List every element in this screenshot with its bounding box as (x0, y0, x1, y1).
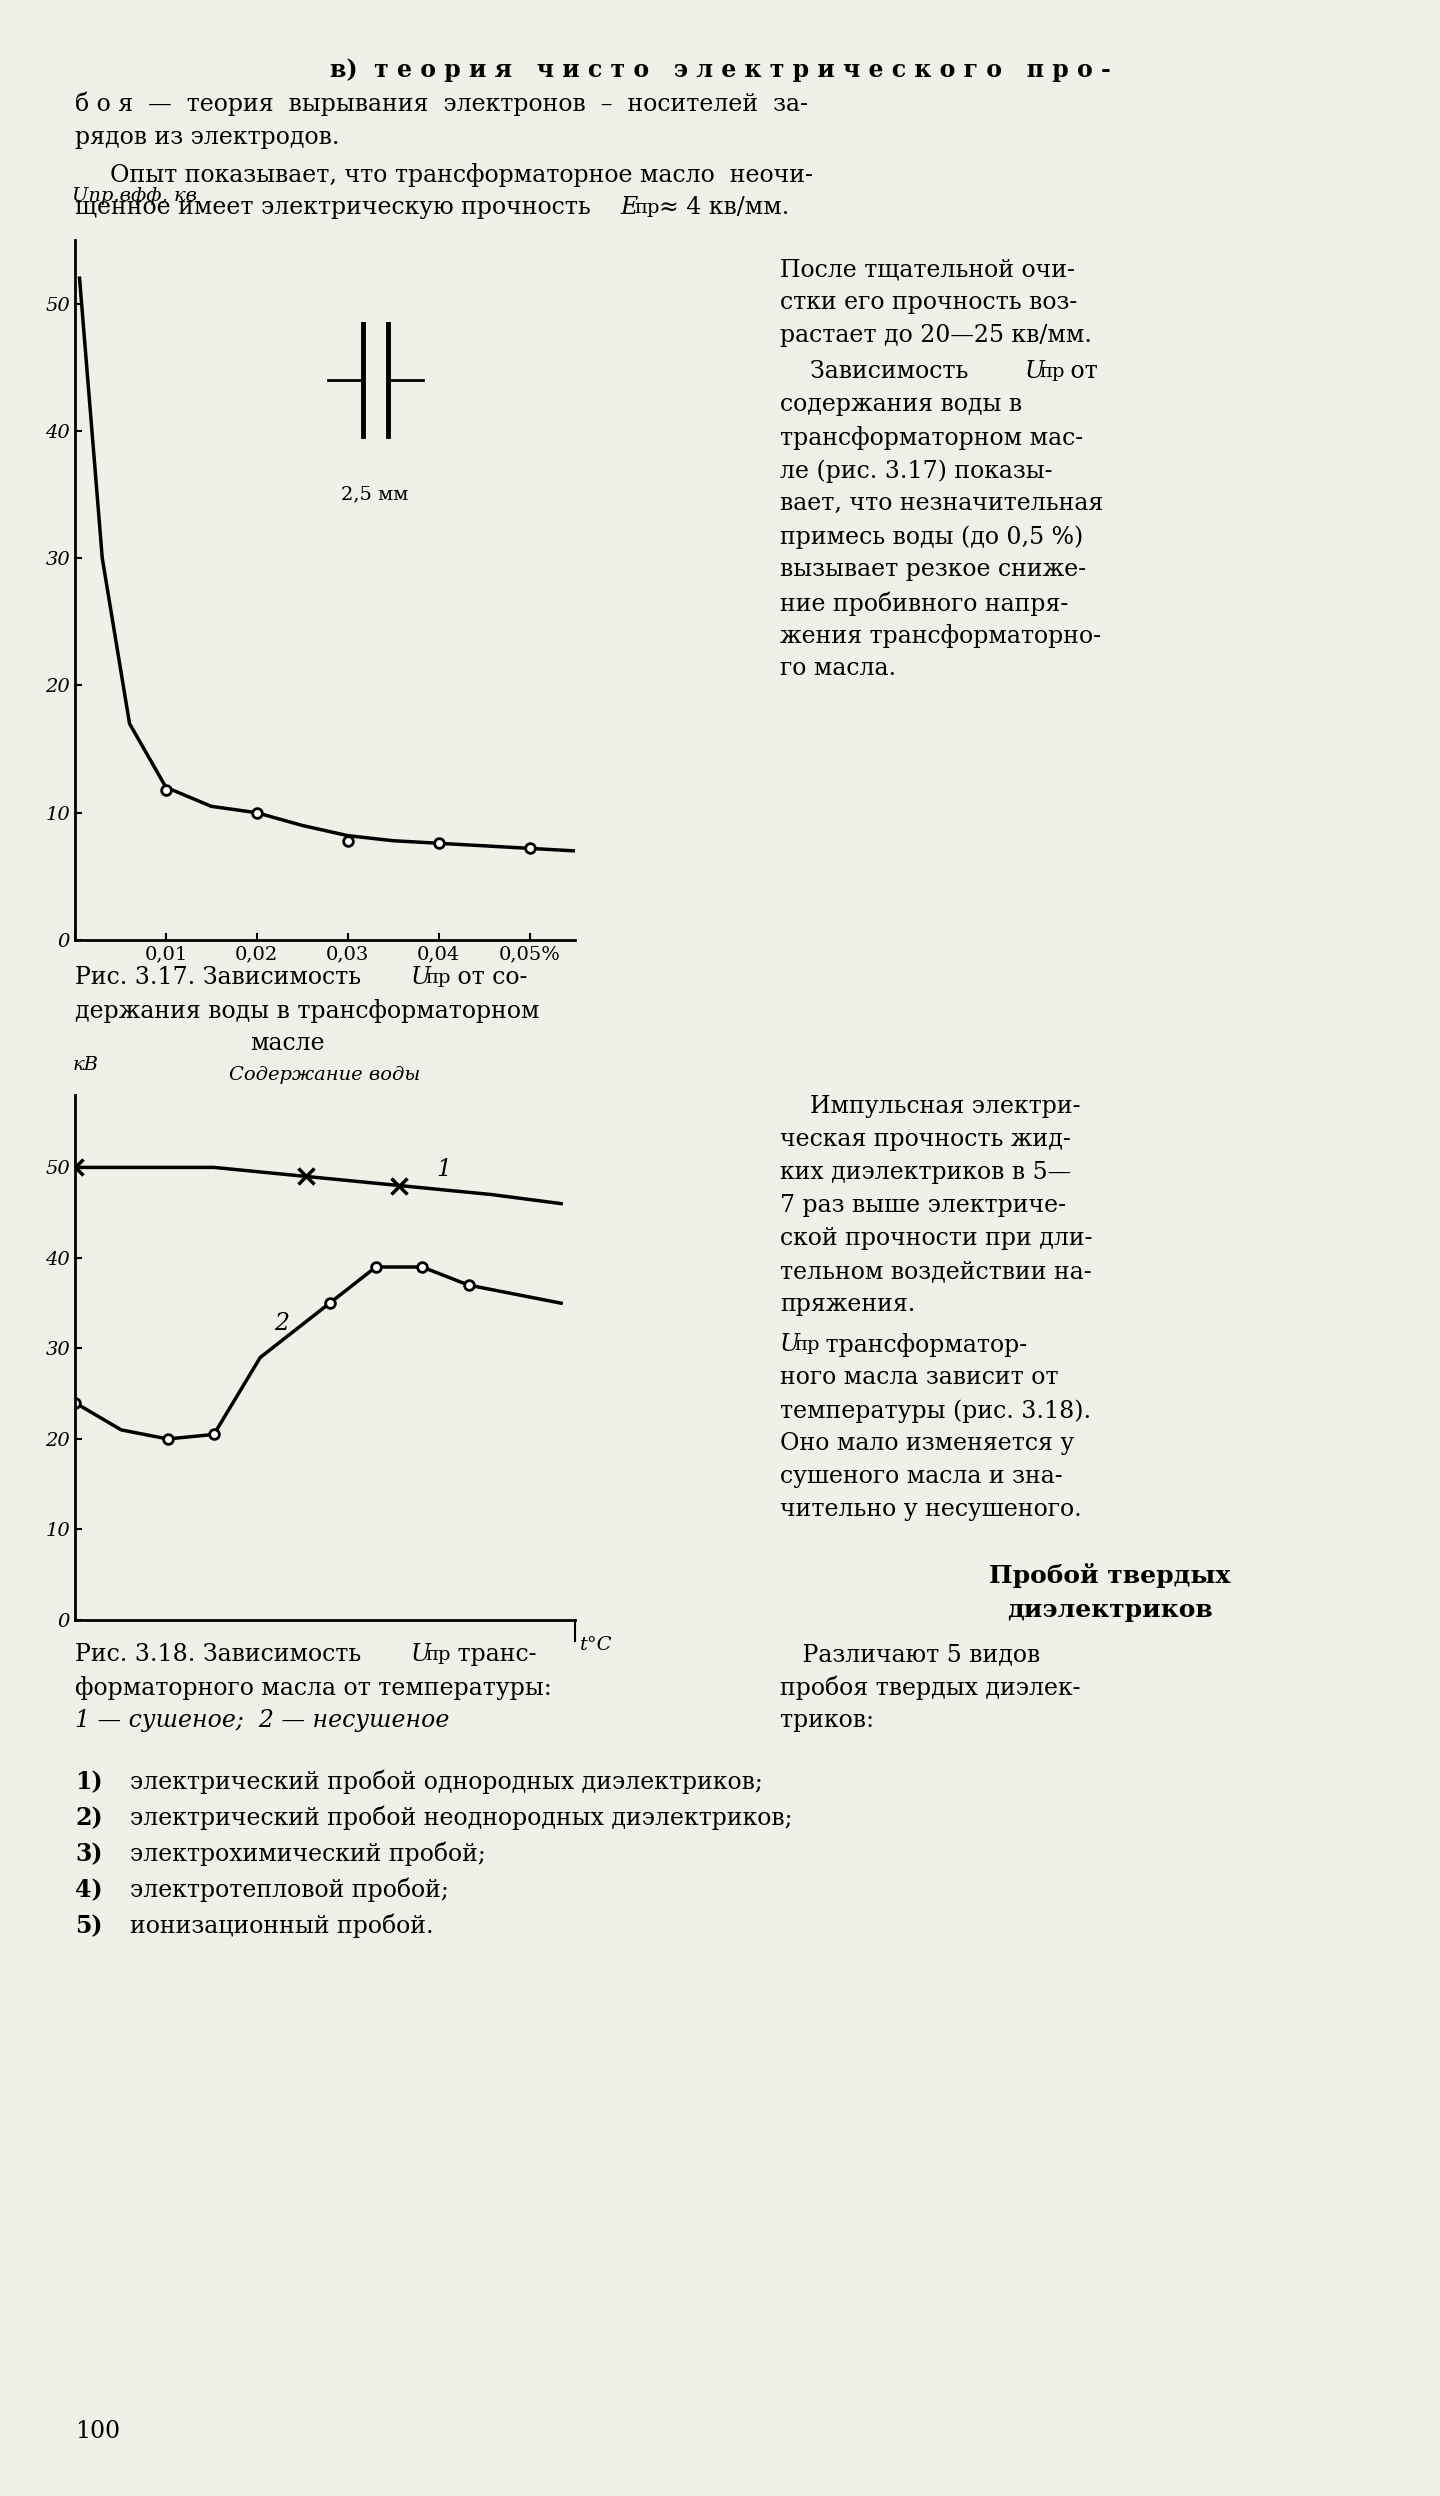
Text: содержания воды в: содержания воды в (780, 392, 1022, 417)
Text: 4): 4) (75, 1877, 102, 1902)
Text: б о я  —  теория  вырывания  электронов  –  носителей  за-: б о я — теория вырывания электронов – но… (75, 92, 808, 117)
Text: пр: пр (425, 968, 451, 986)
Text: ≈ 4 кв/мм.: ≈ 4 кв/мм. (660, 197, 789, 220)
Text: растает до 20—25 кв/мм.: растает до 20—25 кв/мм. (780, 324, 1092, 347)
Text: электротепловой пробой;: электротепловой пробой; (130, 1877, 449, 1902)
Text: сушеного масла и зна-: сушеного масла и зна- (780, 1465, 1063, 1488)
Text: тельном воздействии на-: тельном воздействии на- (780, 1260, 1092, 1283)
Text: стки его прочность воз-: стки его прочность воз- (780, 292, 1077, 314)
Text: Пробой твердых: Пробой твердых (989, 1562, 1231, 1587)
Text: E: E (621, 197, 638, 220)
Text: 1): 1) (75, 1770, 102, 1795)
Text: Содержание воды: Содержание воды (229, 1066, 420, 1083)
Text: щенное имеет электрическую прочность: щенное имеет электрическую прочность (75, 197, 598, 220)
Text: U: U (1025, 359, 1045, 382)
Text: пряжения.: пряжения. (780, 1293, 916, 1315)
Text: ской прочности при дли-: ской прочности при дли- (780, 1228, 1093, 1250)
Text: U: U (410, 966, 431, 988)
Text: ких диэлектриков в 5—: ких диэлектриков в 5— (780, 1161, 1071, 1183)
Text: транс-: транс- (449, 1642, 537, 1665)
Text: электрический пробой однородных диэлектриков;: электрический пробой однородных диэлектр… (130, 1770, 763, 1795)
Text: 1: 1 (436, 1158, 451, 1181)
Text: U: U (780, 1333, 799, 1355)
Text: ного масла зависит от: ного масла зависит от (780, 1365, 1058, 1388)
Text: вызывает резкое сниже-: вызывает резкое сниже- (780, 559, 1086, 582)
Text: Опыт показывает, что трансформаторное масло  неочи-: Опыт показывает, что трансформаторное ма… (109, 162, 812, 187)
Text: Рис. 3.17. Зависимость: Рис. 3.17. Зависимость (75, 966, 369, 988)
Text: 1 — сушеное;  2 — несушеное: 1 — сушеное; 2 — несушеное (75, 1710, 449, 1732)
Text: трансформаторном мас-: трансформаторном мас- (780, 427, 1083, 449)
Text: После тщательной очи-: После тщательной очи- (780, 257, 1074, 282)
Text: триков:: триков: (780, 1710, 874, 1732)
Text: электрохимический пробой;: электрохимический пробой; (130, 1842, 485, 1867)
Text: t°C: t°C (580, 1635, 612, 1655)
Text: 7 раз выше электриче-: 7 раз выше электриче- (780, 1193, 1066, 1218)
Text: форматорного масла от температуры:: форматорного масла от температуры: (75, 1675, 552, 1700)
Text: ионизационный пробой.: ионизационный пробой. (130, 1914, 433, 1939)
Text: Зависимость: Зависимость (780, 359, 976, 382)
Text: Различают 5 видов: Различают 5 видов (780, 1642, 1040, 1665)
Text: в)  т е о р и я   ч и с т о   э л е к т р и ч е с к о г о   п р о -: в) т е о р и я ч и с т о э л е к т р и ч… (330, 57, 1110, 82)
Text: диэлектриков: диэлектриков (1007, 1597, 1212, 1622)
Text: пробоя твердых диэлек-: пробоя твердых диэлек- (780, 1675, 1080, 1700)
Text: рядов из электродов.: рядов из электродов. (75, 125, 340, 150)
Text: от: от (1063, 359, 1097, 382)
Text: пр: пр (793, 1335, 819, 1353)
Text: Рис. 3.18. Зависимость: Рис. 3.18. Зависимость (75, 1642, 369, 1665)
Text: 2,5 мм: 2,5 мм (341, 484, 409, 504)
Text: держания воды в трансформаторном: держания воды в трансформаторном (75, 998, 540, 1023)
Text: электрический пробой неоднородных диэлектриков;: электрический пробой неоднородных диэлек… (130, 1807, 792, 1830)
Text: масле: масле (251, 1031, 324, 1056)
Text: Импульсная электри-: Импульсная электри- (780, 1096, 1080, 1118)
Text: трансформатор-: трансформатор- (818, 1333, 1027, 1358)
Text: температуры (рис. 3.18).: температуры (рис. 3.18). (780, 1398, 1092, 1423)
Text: пр: пр (634, 200, 660, 217)
Text: ческая прочность жид-: ческая прочность жид- (780, 1128, 1071, 1151)
Text: Uпр.вфф, кв: Uпр.вфф, кв (72, 187, 197, 205)
Text: кВ: кВ (72, 1056, 98, 1073)
Text: 5): 5) (75, 1914, 102, 1937)
Text: чительно у несушеного.: чительно у несушеного. (780, 1498, 1081, 1520)
Text: от со-: от со- (449, 966, 527, 988)
Text: пр: пр (425, 1645, 451, 1665)
Text: го масла.: го масла. (780, 656, 896, 679)
Text: пр: пр (1040, 362, 1064, 382)
Text: жения трансформаторно-: жения трансформаторно- (780, 624, 1102, 649)
Text: 2: 2 (274, 1313, 289, 1335)
Text: примесь воды (до 0,5 %): примесь воды (до 0,5 %) (780, 524, 1083, 549)
Text: ле (рис. 3.17) показы-: ле (рис. 3.17) показы- (780, 459, 1053, 482)
Text: вает, что незначительная: вает, что незначительная (780, 492, 1103, 514)
Text: ние пробивного напря-: ние пробивного напря- (780, 592, 1068, 617)
Text: 100: 100 (75, 2421, 120, 2444)
Text: 3): 3) (75, 1842, 102, 1867)
Text: 2): 2) (75, 1807, 102, 1830)
Text: U: U (410, 1642, 431, 1665)
Text: Оно мало изменяется у: Оно мало изменяется у (780, 1433, 1074, 1455)
